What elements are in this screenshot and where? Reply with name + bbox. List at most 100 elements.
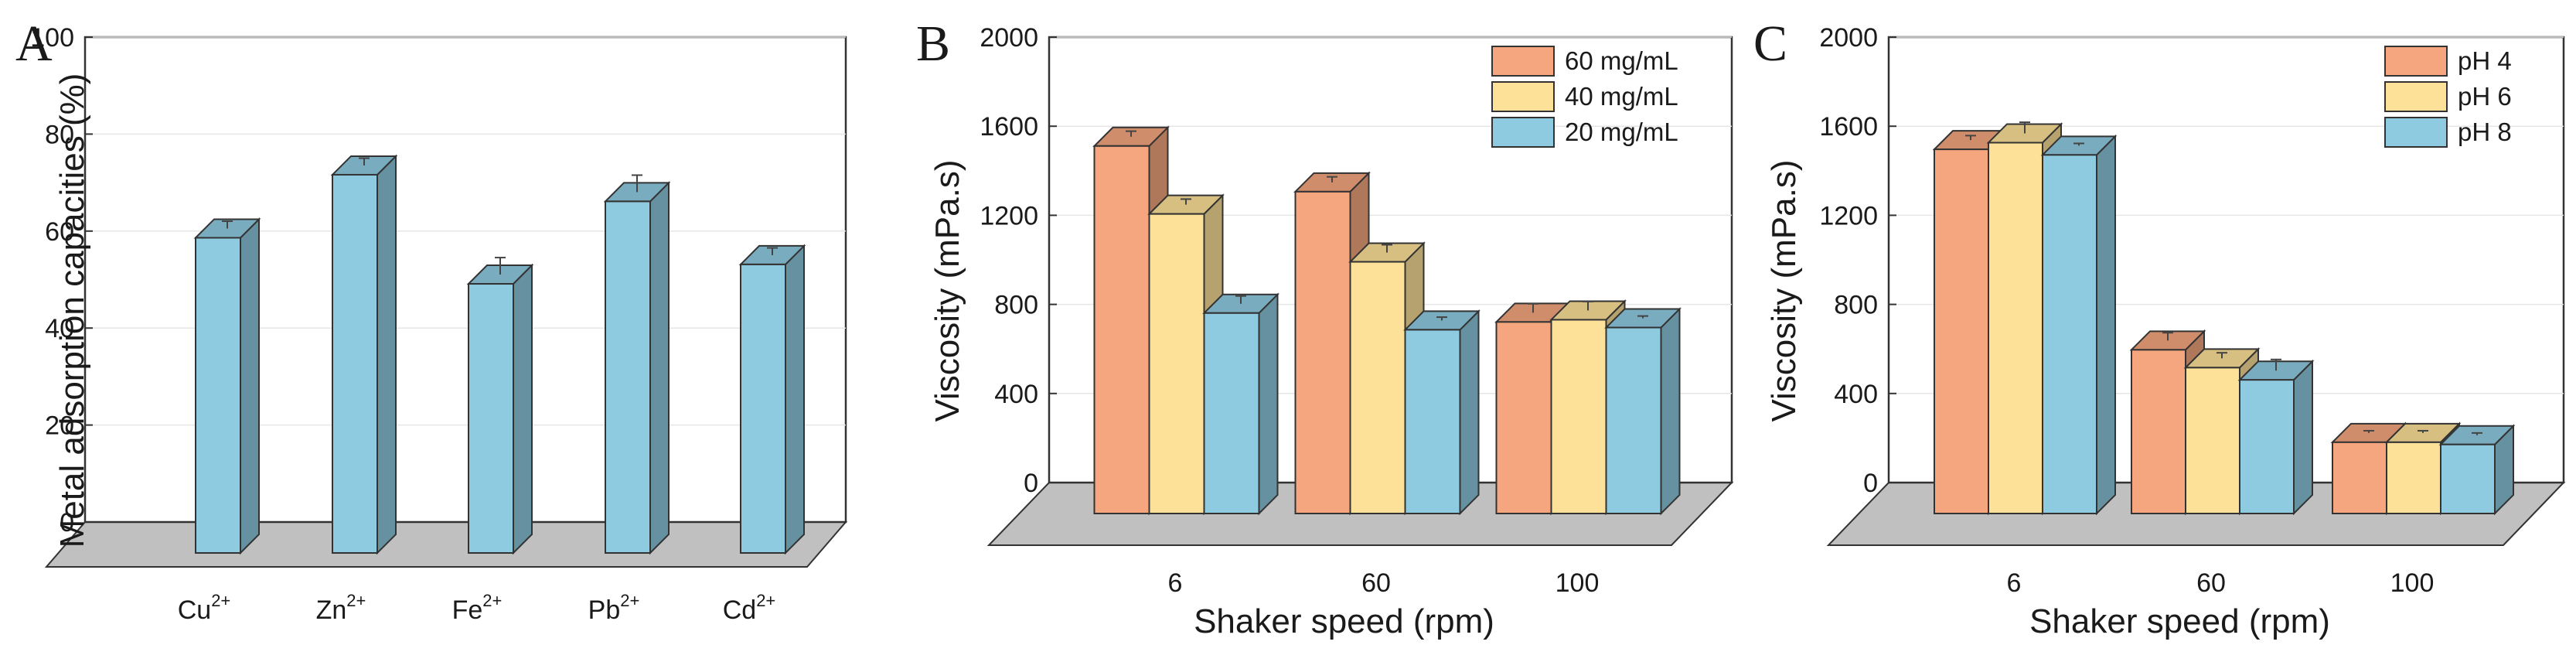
bar-100rpm-series-3	[1604, 307, 1682, 516]
y-tick-label: 0	[1863, 469, 1878, 498]
x-tick-label: Zn2+	[316, 591, 366, 625]
legend-label: 40 mg/mL	[1565, 82, 1678, 111]
bar-100rpm-series-2-front	[1550, 319, 1607, 514]
bar-60rpm-series-3	[2237, 358, 2315, 516]
x-tick-label: 6	[2007, 568, 2022, 598]
bar-60rpm-series-2-front	[1349, 261, 1406, 514]
x-tick-superscript: 2+	[620, 591, 639, 610]
bar-60rpm-series-3-side	[1459, 309, 1480, 516]
x-tick-label: Cd2+	[723, 591, 776, 625]
bar-6rpm-series-3-side	[1258, 292, 1279, 516]
panel-letter: C	[1753, 15, 1787, 72]
bar-6rpm-series-1-front	[1093, 145, 1150, 515]
bar-6rpm-series-3-front	[1203, 312, 1260, 514]
x-tick-superscript: 2+	[482, 591, 502, 610]
floor	[44, 521, 848, 568]
y-tick-label: 80	[45, 120, 74, 149]
y-tick-label: 100	[30, 23, 74, 53]
legend-label: pH 8	[2458, 118, 2512, 146]
bar-fe-front	[468, 283, 514, 554]
bar-6rpm-series-2	[1986, 121, 2063, 516]
bar-60rpm-series-3	[1403, 309, 1481, 516]
legend-swatch	[2384, 81, 2448, 112]
bar-cu-side	[240, 217, 260, 555]
y-tick-label: 60	[45, 217, 74, 247]
y-tick-label: 400	[1834, 380, 1878, 409]
panel-letter: A	[15, 15, 53, 72]
bar-pb	[603, 174, 671, 555]
legend-swatch	[2384, 117, 2448, 148]
bar-6rpm-series-2-front	[1988, 142, 2043, 514]
bar-zn	[330, 154, 398, 555]
bar-cd	[738, 244, 806, 555]
bar-60rpm-series-3-front	[1404, 329, 1461, 514]
bar-pb-front	[605, 200, 651, 554]
bar-cu	[193, 217, 261, 555]
bar-fe-side	[513, 263, 533, 555]
bar-100rpm-series-3	[2438, 424, 2516, 516]
bar-100rpm-series-3-side	[1660, 307, 1681, 516]
y-tick-label: 2000	[1819, 23, 1878, 53]
y-tick-label: 800	[1834, 291, 1878, 320]
legend-label: pH 4	[2458, 46, 2512, 75]
panel-b-chart: 0 400 800 1200 1600 2000 Viscosity (mPa.s) B 6 60…	[916, 15, 1734, 640]
bar-100rpm-series-2-front	[2386, 441, 2441, 515]
y-tick-label: 400	[994, 380, 1038, 409]
y-tick-label: 1200	[980, 201, 1038, 230]
bar-6rpm-series-3	[1202, 292, 1279, 516]
y-axis-title: Viscosity (mPa.s)	[1765, 159, 1803, 421]
y-tick-label: 40	[45, 314, 74, 343]
bar-6rpm-series-3-front	[2042, 154, 2097, 514]
legend-label: 20 mg/mL	[1565, 118, 1678, 146]
bar-cd-side	[785, 244, 805, 555]
x-tick-superscript: 2+	[211, 591, 230, 610]
bar-6rpm-series-1-front	[1934, 148, 1989, 514]
y-tick-label: 0	[1024, 469, 1038, 498]
y-tick-label: 1600	[980, 112, 1038, 142]
bar-zn-front	[332, 173, 378, 554]
x-tick-label: Cu2+	[178, 591, 231, 625]
x-tick-label: 100	[2390, 568, 2435, 598]
x-axis-title: Shaker speed (rpm)	[2029, 602, 2330, 640]
y-tick-label: 20	[45, 411, 74, 441]
bar-100rpm-series-3-front	[2440, 443, 2496, 514]
y-tick-label: 2000	[980, 23, 1038, 53]
y-axis-title: Viscosity (mPa.s)	[929, 159, 966, 421]
bar-100rpm-series-1-front	[2332, 441, 2387, 515]
bar-6rpm-series-3	[2040, 134, 2118, 516]
x-tick-label: 60	[2196, 568, 2226, 598]
x-tick-label: 60	[1361, 568, 1391, 598]
legend-swatch	[2384, 46, 2448, 77]
bar-100rpm-series-2	[1549, 299, 1627, 516]
panel-letter: B	[916, 15, 950, 72]
legend-label: 60 mg/mL	[1565, 46, 1678, 75]
bar-fe	[466, 257, 534, 555]
x-tick-label: 100	[1555, 568, 1600, 598]
x-tick-superscript: 2+	[346, 591, 366, 610]
legend-swatch	[1491, 81, 1555, 112]
bar-cu-front	[195, 237, 241, 554]
panel-a-chart: 0 20 40 60 80 100 Metal adsorption capacities …	[15, 15, 848, 625]
legend-label: pH 6	[2458, 82, 2512, 111]
bar-100rpm-series-1-front	[1495, 321, 1552, 514]
y-axis-title: Metal adsorption capacities (%)	[53, 73, 91, 548]
bar-cd-front	[740, 263, 786, 554]
bar-100rpm-series-3-front	[1605, 326, 1662, 514]
bar-60rpm-series-3-front	[2239, 379, 2295, 515]
legend-swatch	[1491, 117, 1555, 148]
y-tick-label: 0	[60, 508, 74, 537]
x-tick-label: Fe2+	[452, 591, 503, 625]
y-tick-label: 1200	[1819, 201, 1878, 230]
panel-c-chart: 0 400 800 1200 1600 2000 Viscosity (mPa.s) C 6 60…	[1753, 15, 2566, 640]
bar-60rpm-series-1-front	[2131, 349, 2186, 514]
bar-6rpm-series-2-front	[1148, 213, 1205, 514]
legend-swatch	[1491, 46, 1555, 77]
y-tick-label: 1600	[1819, 112, 1878, 142]
y-tick-label: 800	[994, 291, 1038, 320]
x-tick-superscript: 2+	[756, 591, 775, 610]
bar-60rpm-series-2-front	[2185, 367, 2240, 514]
x-tick-label: 6	[1168, 568, 1183, 598]
x-tick-label: Pb2+	[588, 591, 640, 625]
bar-6rpm-series-3-side	[2096, 134, 2116, 516]
